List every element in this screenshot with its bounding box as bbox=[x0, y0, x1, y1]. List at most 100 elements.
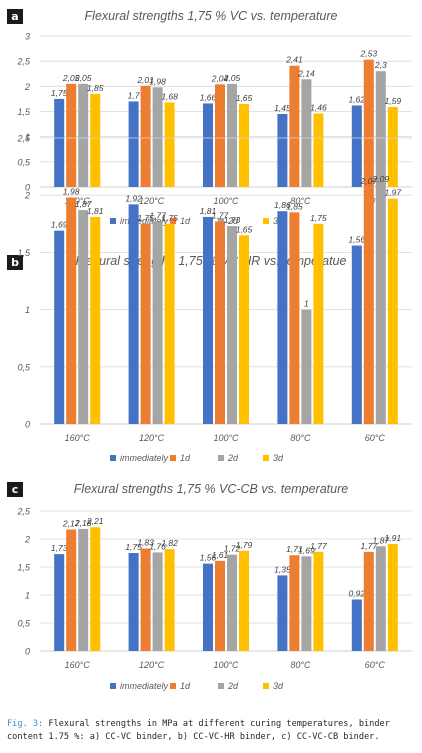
data-label: 2,17 bbox=[62, 518, 80, 528]
legend-swatch bbox=[263, 683, 269, 689]
bar-1d-4 bbox=[363, 187, 374, 424]
data-label: 1,73 bbox=[224, 215, 241, 225]
bar-1d-0 bbox=[66, 529, 77, 651]
legend-label: 1d bbox=[180, 681, 191, 691]
chart-svg-b: Flexural strengths 1,75 % VC-HR vs. temp… bbox=[16, 134, 412, 463]
bar-3d-2 bbox=[239, 235, 249, 424]
chart-svg-a: Flexural strengths 1,75 % VC vs. tempera… bbox=[16, 9, 412, 226]
data-label: 2,01 bbox=[136, 75, 154, 85]
y-tick-label: 3 bbox=[25, 32, 30, 42]
bar-2d-1 bbox=[152, 87, 163, 187]
data-label: 1,75 bbox=[310, 213, 327, 223]
y-tick-label: 1,5 bbox=[17, 248, 31, 258]
data-label: 1,77 bbox=[361, 541, 378, 551]
bar-immediately-4 bbox=[351, 105, 362, 187]
bar-3d-1 bbox=[164, 102, 175, 187]
chart-panel-b: b Flexural strengths 1,75 % VC-HR vs. te… bbox=[0, 134, 422, 473]
y-tick-label: 0,5 bbox=[17, 619, 31, 629]
data-label: 1,98 bbox=[149, 76, 166, 86]
legend-label: 2d bbox=[227, 681, 239, 691]
legend-swatch bbox=[110, 455, 116, 461]
bar-1d-0 bbox=[66, 83, 77, 187]
data-label: 1,62 bbox=[349, 94, 366, 104]
bar-1d-2 bbox=[215, 560, 225, 651]
y-tick-label: 1,5 bbox=[17, 107, 31, 117]
legend-swatch bbox=[263, 455, 269, 461]
data-label: 1,56 bbox=[200, 553, 217, 563]
data-label: 1,72 bbox=[224, 544, 241, 554]
legend-swatch bbox=[110, 683, 116, 689]
data-label: 1,85 bbox=[87, 83, 104, 93]
x-tick-label: 100°C bbox=[213, 196, 239, 206]
legend-swatch bbox=[218, 683, 224, 689]
y-tick-label: 2,5 bbox=[16, 507, 31, 517]
data-label: 2,09 bbox=[372, 174, 390, 184]
legend-label: immediately bbox=[120, 453, 169, 463]
x-tick-label: 160°C bbox=[65, 660, 91, 670]
bar-immediately-0 bbox=[54, 98, 65, 187]
legend-swatch bbox=[170, 218, 176, 224]
bar-3d-4 bbox=[387, 544, 398, 651]
y-tick-label: 0 bbox=[25, 183, 30, 193]
data-label: 1,45 bbox=[274, 103, 291, 113]
data-label: 1,98 bbox=[63, 186, 80, 196]
legend-label: 2d bbox=[227, 453, 239, 463]
bar-1d-1 bbox=[140, 548, 151, 651]
legend-label: immediately bbox=[120, 216, 169, 226]
bar-2d-1 bbox=[152, 221, 163, 424]
bar-3d-1 bbox=[164, 223, 175, 424]
y-tick-label: 2 bbox=[24, 82, 30, 92]
bar-immediately-0 bbox=[54, 230, 65, 424]
legend-swatch bbox=[110, 218, 116, 224]
y-tick-label: 1,5 bbox=[17, 563, 31, 573]
legend-swatch bbox=[170, 455, 176, 461]
data-label: 1,86 bbox=[274, 200, 291, 210]
bar-3d-3 bbox=[313, 113, 324, 187]
x-tick-label: 120°C bbox=[139, 660, 165, 670]
data-label: 2,41 bbox=[285, 55, 303, 65]
data-label: 1,77 bbox=[149, 211, 166, 221]
bar-2d-3 bbox=[301, 556, 312, 651]
x-tick-label: 80°C bbox=[290, 196, 311, 206]
data-label: 1,76 bbox=[149, 541, 166, 551]
x-tick-label: 120°C bbox=[139, 433, 165, 443]
data-label: 1,75 bbox=[51, 88, 68, 98]
legend-swatch bbox=[263, 218, 269, 224]
bar-immediately-1 bbox=[128, 204, 139, 424]
chart-title: Flexural strengths 1,75 % VC-CB vs. temp… bbox=[74, 482, 348, 496]
bar-1d-4 bbox=[363, 59, 374, 188]
data-label: 1,66 bbox=[200, 92, 217, 102]
bar-1d-0 bbox=[66, 197, 77, 424]
panel-tag-b: b bbox=[7, 255, 23, 270]
data-label: 1,92 bbox=[125, 193, 142, 203]
data-label: 2,53 bbox=[360, 49, 378, 59]
x-tick-label: 80°C bbox=[290, 433, 311, 443]
y-tick-label: 1 bbox=[25, 305, 30, 315]
data-label: 1,61 bbox=[212, 550, 229, 560]
bar-3d-3 bbox=[313, 223, 324, 424]
bar-2d-0 bbox=[78, 528, 89, 651]
bar-1d-2 bbox=[215, 84, 225, 187]
bar-2d-4 bbox=[375, 184, 386, 424]
data-label: 2,05 bbox=[62, 73, 80, 83]
data-label: 2,07 bbox=[360, 176, 378, 186]
chart-panel-c: c Flexural strengths 1,75 % VC-CB vs. te… bbox=[0, 473, 422, 708]
data-label: 1,83 bbox=[137, 538, 154, 548]
data-label: 1,69 bbox=[51, 220, 68, 230]
bar-2d-4 bbox=[375, 71, 386, 187]
data-label: 1,35 bbox=[274, 564, 291, 574]
figure-caption: Fig. 3: Flexural strengths in MPa at dif… bbox=[7, 718, 419, 744]
y-tick-label: 2,5 bbox=[16, 134, 31, 144]
bar-immediately-2 bbox=[203, 103, 213, 187]
data-label: 1,81 bbox=[200, 206, 217, 216]
data-label: 2,05 bbox=[223, 73, 241, 83]
data-label: 2,3 bbox=[374, 60, 387, 70]
bar-3d-2 bbox=[239, 550, 249, 651]
bar-2d-2 bbox=[227, 83, 237, 187]
data-label: 1,97 bbox=[385, 188, 402, 198]
bar-1d-3 bbox=[289, 65, 300, 187]
y-tick-label: 0 bbox=[25, 647, 30, 657]
bar-3d-3 bbox=[313, 551, 324, 651]
data-label: 2,18 bbox=[74, 518, 92, 528]
bar-1d-1 bbox=[140, 223, 151, 424]
